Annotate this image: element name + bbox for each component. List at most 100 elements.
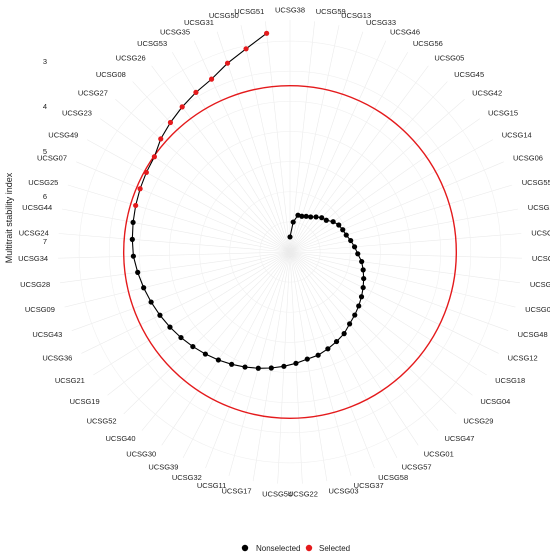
grid-spoke [289, 251, 419, 446]
data-point-ucsg25 [133, 202, 139, 209]
data-point-ucsg34 [130, 253, 136, 259]
grid-spoke [228, 251, 291, 476]
data-point-ucsg05 [313, 214, 319, 220]
y-tick-label: 3 [43, 57, 47, 66]
category-label: UCSG07 [37, 154, 67, 163]
grid-spoke [289, 40, 387, 253]
grid-spoke [289, 251, 439, 431]
category-label: UCSG20 [528, 203, 550, 212]
category-label: UCSG16 [530, 280, 550, 289]
data-point-ucsg43 [148, 299, 154, 305]
category-label: UCSG24 [19, 228, 49, 237]
grid-spoke [151, 65, 291, 253]
category-label: UCSG55 [522, 178, 550, 187]
category-label: UCSG56 [413, 39, 443, 48]
data-point-ucsg49 [143, 169, 149, 176]
data-point-ucsg15 [330, 219, 336, 225]
category-label: UCSG46 [390, 27, 420, 36]
grid-spoke [289, 251, 522, 259]
category-label: UCSG03 [328, 487, 358, 496]
category-label: UCSG32 [172, 473, 202, 482]
data-point-ucsg37 [315, 352, 321, 358]
data-point-ucsg11 [255, 365, 261, 371]
data-point-ucsg56 [308, 214, 314, 220]
data-point-ucsg51 [264, 30, 270, 36]
data-point-ucsg20 [348, 237, 354, 244]
y-tick-label: 6 [43, 192, 47, 201]
category-label: UCSG09 [25, 305, 55, 314]
data-point-ucsg31 [224, 60, 231, 66]
data-point-ucsg21 [167, 324, 173, 330]
data-point-ucsg42 [323, 217, 329, 223]
category-label: UCSG06 [513, 154, 543, 163]
y-tick-labels: 3 4 5 6 7 [43, 57, 47, 246]
category-label: UCSG26 [116, 53, 146, 62]
grid-spoke [289, 251, 375, 469]
category-label: UCSG21 [55, 376, 85, 385]
data-point-ucsg57 [333, 338, 340, 345]
category-label: UCSG41 [532, 254, 550, 263]
grid-spoke [289, 65, 429, 253]
category-label: UCSG45 [454, 70, 484, 79]
category-label: UCSG23 [62, 109, 92, 118]
data-point-ucsg22 [293, 360, 299, 366]
category-label: UCSG52 [87, 417, 117, 426]
grid-spoke [289, 81, 448, 253]
data-point-ucsg08 [167, 119, 174, 126]
category-label: UCSG04 [480, 397, 510, 406]
grid-spoke [289, 161, 504, 253]
data-point-ucsg38 [287, 234, 293, 240]
data-point-ucsg18 [358, 294, 365, 300]
grid-spoke [289, 251, 352, 476]
y-tick-label: 5 [43, 147, 47, 156]
category-label: UCSG12 [508, 354, 538, 363]
category-label: UCSG13 [341, 11, 371, 20]
category-label: UCSG39 [148, 462, 178, 471]
grid-spoke [76, 161, 291, 253]
grid-ring [229, 191, 351, 313]
data-point-ucsg55 [343, 232, 349, 238]
data-point-ucsg48 [361, 275, 367, 282]
grid-spoke [64, 251, 291, 308]
grid-spoke [99, 118, 291, 253]
data-point-ucsg09 [141, 285, 147, 291]
data-point-ucsg17 [268, 365, 274, 371]
category-label: UCSG40 [106, 434, 136, 443]
data-point-ucsg04 [356, 303, 362, 309]
category-label: UCSG14 [502, 130, 532, 139]
grid-spoke [171, 51, 291, 253]
threshold-circle [122, 84, 458, 420]
data-point-ucsg16 [359, 258, 365, 265]
data-point-ucsg52 [190, 343, 196, 350]
data-point-ucsg19 [178, 334, 184, 341]
category-label: UCSG43 [32, 330, 62, 339]
category-label: UCSG29 [463, 417, 493, 426]
grid-spoke [289, 251, 499, 354]
data-point-ucsg26 [179, 104, 185, 110]
category-label: UCSG31 [184, 18, 214, 27]
grid-spoke [115, 98, 291, 253]
grid-spoke [161, 251, 291, 446]
data-point-ucsg12 [360, 284, 366, 291]
legend: Nonselected Selected [241, 544, 350, 553]
grid-ring [169, 131, 411, 373]
grid-spoke [289, 251, 520, 284]
grid-spoke [141, 251, 291, 431]
data-point-ucsg33 [299, 213, 305, 219]
category-label: UCSG47 [444, 434, 474, 443]
grid-spoke [182, 251, 291, 459]
grid-spoke [289, 98, 465, 253]
grid-ring [199, 161, 381, 343]
data-point-ucsg28 [135, 269, 141, 275]
data-point-ucsg10 [351, 244, 358, 250]
grid-spoke [289, 184, 513, 253]
data-point-ucsg39 [229, 361, 235, 367]
category-label: UCSG02 [525, 305, 550, 314]
data-point-ucsg06 [340, 227, 346, 233]
grid-spoke [240, 25, 291, 253]
data-point-ucsg02 [360, 267, 366, 273]
grid-spoke [60, 251, 291, 284]
grid [58, 20, 522, 484]
